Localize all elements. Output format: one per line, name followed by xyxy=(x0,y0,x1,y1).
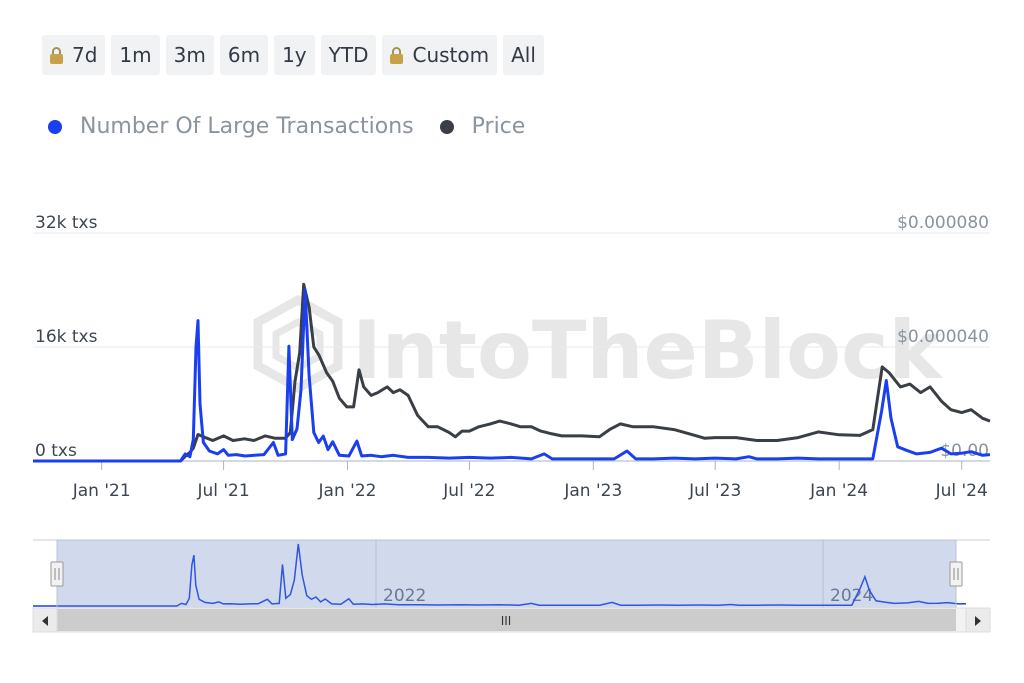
navigator: 2022 2024 xyxy=(33,539,990,609)
range-button-7d[interactable]: 7d xyxy=(42,35,106,75)
range-button-3m[interactable]: 3m xyxy=(165,35,214,75)
x-tick-label: Jul '23 xyxy=(688,481,741,501)
range-button-label: 1y xyxy=(282,43,307,67)
range-button-1y[interactable]: 1y xyxy=(274,35,315,75)
navigator-selected-range[interactable] xyxy=(56,539,957,609)
range-button-label: All xyxy=(511,43,536,67)
scrollbar-thumb[interactable] xyxy=(57,609,956,631)
x-tick-label: Jul '21 xyxy=(196,481,249,501)
x-tick-label: Jan '21 xyxy=(72,481,131,501)
y-right-label-bottom: $0.00 xyxy=(940,441,989,461)
range-button-all[interactable]: All xyxy=(503,35,544,75)
series-group xyxy=(33,282,991,463)
range-selector: 7d 1m 3m 6m 1y YTD Custom All xyxy=(42,35,544,75)
scroll-left-button[interactable] xyxy=(32,607,58,633)
x-tick-label: Jul '22 xyxy=(442,481,495,501)
legend-dot-icon xyxy=(439,119,454,134)
legend-item-price[interactable]: Price xyxy=(439,114,526,139)
range-button-label: Custom xyxy=(412,43,490,67)
range-button-label: 7d xyxy=(72,43,98,67)
x-tick-label: Jan '23 xyxy=(563,481,622,501)
lock-icon xyxy=(390,46,404,64)
x-tick-label: Jul '24 xyxy=(935,481,988,501)
range-button-1m[interactable]: 1m xyxy=(111,35,160,75)
range-button-label: 6m xyxy=(227,43,261,67)
range-button-6m[interactable]: 6m xyxy=(219,35,269,75)
y-left-label-top: 32k txs xyxy=(35,213,98,233)
x-tick-label: Jan '22 xyxy=(318,481,377,501)
x-tick-label: Jan '24 xyxy=(809,481,868,501)
navigator-handle-right[interactable] xyxy=(949,561,963,587)
legend-dot-icon xyxy=(48,119,62,134)
series-line-large-transactions xyxy=(33,288,991,463)
y-left-label-bottom: 0 txs xyxy=(35,441,77,461)
navigator-background xyxy=(33,540,990,608)
y-right-label-middle: $0.000040 xyxy=(897,327,989,347)
arrow-left-icon xyxy=(42,616,48,626)
navigator-year-label-2022: 2022 xyxy=(383,586,426,606)
x-axis-ticks: Jan '21 Jul '21 Jan '22 Jul '22 Jan '23 Jul '… xyxy=(72,461,988,501)
scroll-right-button[interactable] xyxy=(965,607,991,633)
y-right-label-top: $0.000080 xyxy=(897,213,989,233)
scrollbar-grip-icon: III xyxy=(501,614,512,628)
range-button-ytd[interactable]: YTD xyxy=(320,35,377,75)
range-button-label: YTD xyxy=(328,43,369,67)
navigator-series-line xyxy=(33,543,967,607)
range-button-custom[interactable]: Custom xyxy=(382,35,498,75)
lock-icon xyxy=(50,46,63,64)
arrow-right-icon xyxy=(975,616,981,626)
chart-legend: Number Of Large Transactions Price xyxy=(48,114,551,139)
navigator-year-label-2024: 2024 xyxy=(830,586,873,606)
watermark-logo-icon xyxy=(253,294,343,394)
range-button-label: 3m xyxy=(173,43,206,67)
y-left-label-middle: 16k txs xyxy=(35,327,98,347)
legend-label: Number Of Large Transactions xyxy=(80,114,414,139)
range-button-label: 1m xyxy=(119,43,152,67)
legend-item-large-transactions[interactable]: Number Of Large Transactions xyxy=(48,114,414,139)
legend-label: Price xyxy=(471,114,526,139)
watermark: IntoTheBlock xyxy=(253,294,943,397)
watermark-text: IntoTheBlock xyxy=(352,304,943,397)
scrollbar: III xyxy=(32,607,991,633)
navigator-handle-left[interactable] xyxy=(50,561,64,587)
navigator-series xyxy=(33,543,967,607)
